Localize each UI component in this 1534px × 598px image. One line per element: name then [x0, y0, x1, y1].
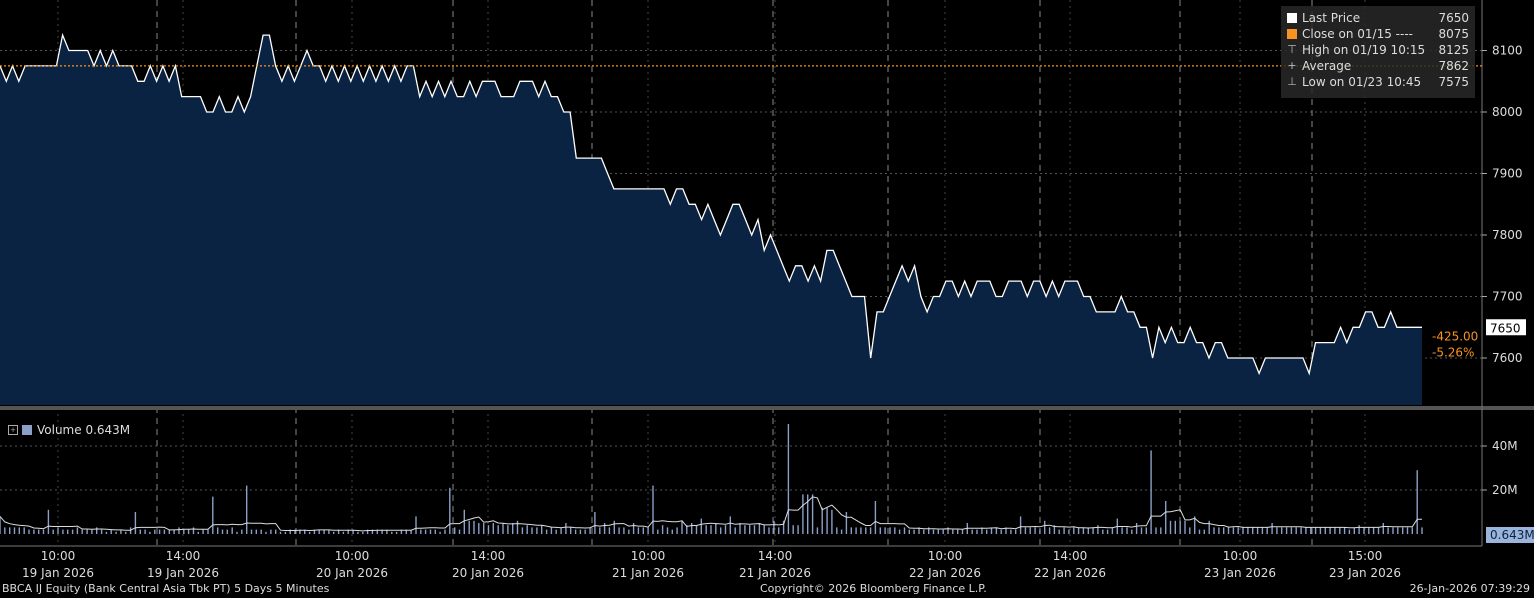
average-marker-icon: + [1287, 59, 1297, 72]
low-marker-icon: ⊥ [1287, 75, 1297, 88]
volume-legend-label: Volume 0.643M [37, 423, 131, 437]
last-price-swatch [1287, 13, 1297, 23]
time-tick-label: 10:00 [1223, 549, 1258, 563]
date-tick-label: 22 Jan 2026 [909, 566, 981, 580]
legend-last-price-value: 7650 [1438, 11, 1469, 25]
high-marker-icon: ⊤ [1287, 43, 1297, 56]
date-tick-label: 19 Jan 2026 [147, 566, 219, 580]
volume-axis: 20M 40M 0.643M [1482, 439, 1534, 543]
legend-average: + Average 7862 [1287, 58, 1469, 74]
time-tick-label: 10:00 [335, 549, 370, 563]
expand-icon[interactable]: + [8, 425, 18, 435]
panel-divider [0, 406, 1534, 410]
price-tick-label: 7600 [1492, 351, 1523, 365]
footer-security: BBCA IJ Equity (Bank Central Asia Tbk PT… [2, 582, 330, 595]
time-tick-label: 14:00 [166, 549, 201, 563]
date-tick-label: 21 Jan 2026 [739, 566, 811, 580]
legend-close-value: 8075 [1438, 27, 1469, 41]
legend-low: ⊥ Low on 01/23 10:45 7575 [1287, 74, 1469, 90]
volume-last-badge [1486, 527, 1534, 543]
legend-average-value: 7862 [1438, 59, 1469, 73]
legend-close-label: Close on 01/15 ---- [1302, 27, 1413, 41]
legend-low-label: Low on 01/23 10:45 [1302, 75, 1422, 89]
date-tick-label: 22 Jan 2026 [1034, 566, 1106, 580]
date-tick-label: 20 Jan 2026 [316, 566, 388, 580]
price-fill [0, 35, 1422, 405]
legend-last-price-label: Last Price [1302, 11, 1361, 25]
price-area [0, 32, 1422, 405]
volume-swatch [22, 425, 32, 435]
time-tick-label: 15:00 [1348, 549, 1383, 563]
price-axis: 7600 7700 7800 7900 8000 8100 [1482, 44, 1523, 365]
legend-last-price: Last Price 7650 [1287, 10, 1469, 26]
legend-high: ⊤ High on 01/19 10:15 8125 [1287, 42, 1469, 58]
time-tick-label: 10:00 [41, 549, 76, 563]
price-tick-label: 7800 [1492, 228, 1523, 242]
price-tick-label: 7700 [1492, 290, 1523, 304]
date-tick-label: 20 Jan 2026 [452, 566, 524, 580]
legend-close: Close on 01/15 ---- 8075 [1287, 26, 1469, 42]
time-axis: 10:00 19 Jan 2026 14:00 19 Jan 2026 10:00 20 … [22, 549, 1401, 580]
volume-average-line [0, 496, 1422, 532]
last-price-marker: -425.00 -5.26% 7650 [1432, 319, 1526, 359]
volume-legend: + Volume 0.643M [8, 423, 130, 437]
price-tick-label: 8100 [1492, 44, 1523, 58]
last-price-pct: -5.26% [1432, 345, 1474, 359]
last-price-badge-label: 7650 [1490, 321, 1521, 335]
volume-tick-label: 20M [1492, 483, 1518, 497]
date-tick-label: 23 Jan 2026 [1329, 566, 1401, 580]
date-tick-label: 21 Jan 2026 [612, 566, 684, 580]
time-tick-label: 10:00 [928, 549, 963, 563]
last-price-badge [1486, 319, 1526, 336]
date-tick-label: 19 Jan 2026 [22, 566, 94, 580]
price-tick-label: 8000 [1492, 105, 1523, 119]
date-tick-label: 23 Jan 2026 [1204, 566, 1276, 580]
footer-timestamp: 26-Jan-2026 07:39:29 [1409, 582, 1530, 595]
volume-tick-label: 40M [1492, 439, 1518, 453]
volume-bars [0, 424, 1423, 534]
time-tick-label: 14:00 [471, 549, 506, 563]
time-tick-label: 14:00 [758, 549, 793, 563]
price-line [0, 32, 1422, 376]
volume-last-label: 0.643M [1490, 528, 1534, 542]
legend-high-value: 8125 [1438, 43, 1469, 57]
legend-high-label: High on 01/19 10:15 [1302, 43, 1426, 57]
time-tick-label: 10:00 [631, 549, 666, 563]
last-price-change: -425.00 [1432, 329, 1478, 343]
price-tick-label: 7900 [1492, 167, 1523, 181]
footer-copyright: Copyright© 2026 Bloomberg Finance L.P. [760, 582, 987, 595]
legend-low-value: 7575 [1438, 75, 1469, 89]
time-tick-label: 14:00 [1053, 549, 1088, 563]
close-swatch [1287, 29, 1297, 39]
legend-average-label: Average [1302, 59, 1352, 73]
price-legend: Last Price 7650 Close on 01/15 ---- 8075… [1281, 6, 1475, 98]
